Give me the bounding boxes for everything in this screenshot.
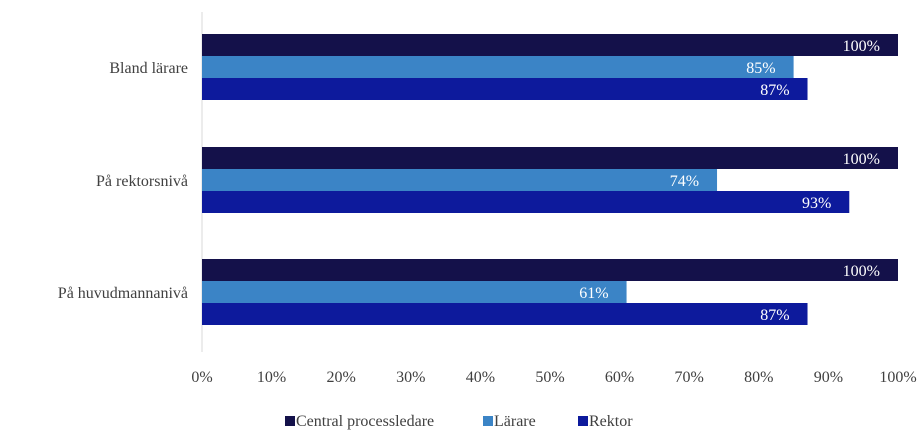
x-tick-label: 20%: [327, 369, 356, 386]
x-tick-label: 70%: [675, 369, 704, 386]
bar: [202, 259, 898, 281]
bars: [202, 34, 898, 325]
bar: [202, 191, 850, 213]
bar: [202, 303, 808, 325]
x-tick-label: 30%: [396, 369, 425, 386]
x-tick-label: 50%: [535, 369, 564, 386]
bar: [202, 56, 794, 78]
data-label: 87%: [760, 82, 789, 99]
category-label: På huvudmannanivå: [58, 285, 188, 302]
x-tick-label: 100%: [879, 369, 916, 386]
bar: [202, 34, 898, 56]
legend-swatch: [285, 416, 295, 426]
data-label: 61%: [579, 285, 608, 302]
legend-swatch: [483, 416, 493, 426]
bar: [202, 78, 808, 100]
category-label: Bland lärare: [109, 60, 188, 77]
category-label: På rektorsnivå: [96, 173, 188, 190]
legend-label: Lärare: [494, 413, 536, 430]
legend-label: Rektor: [589, 413, 633, 430]
bar: [202, 281, 627, 303]
x-tick-label: 40%: [466, 369, 495, 386]
data-label: 100%: [843, 38, 880, 55]
x-tick-label: 80%: [744, 369, 773, 386]
data-label: 100%: [843, 151, 880, 168]
data-labels: 100% 85% 87% 100% 74% 93% 100% 61% 87%: [579, 38, 880, 324]
data-label: 93%: [802, 195, 831, 212]
x-tick-label: 90%: [814, 369, 843, 386]
legend-swatch: [578, 416, 588, 426]
bar: [202, 169, 718, 191]
data-label: 87%: [760, 307, 789, 324]
x-tick-label: 0%: [191, 369, 212, 386]
data-label: 100%: [843, 263, 880, 280]
legend-label: Central processledare: [296, 413, 434, 430]
data-label: 85%: [746, 60, 775, 77]
bar: [202, 147, 898, 169]
x-tick-label: 60%: [605, 369, 634, 386]
legend: Central processledare Lärare Rektor: [285, 413, 633, 430]
x-tick-label: 10%: [257, 369, 286, 386]
x-axis-tick-labels: 0% 10% 20% 30% 40% 50% 60% 70% 80% 90% 100%: [191, 369, 916, 386]
data-label: 74%: [670, 173, 699, 190]
category-labels: Bland lärare På rektorsnivå På huvudmannan…: [58, 60, 188, 302]
